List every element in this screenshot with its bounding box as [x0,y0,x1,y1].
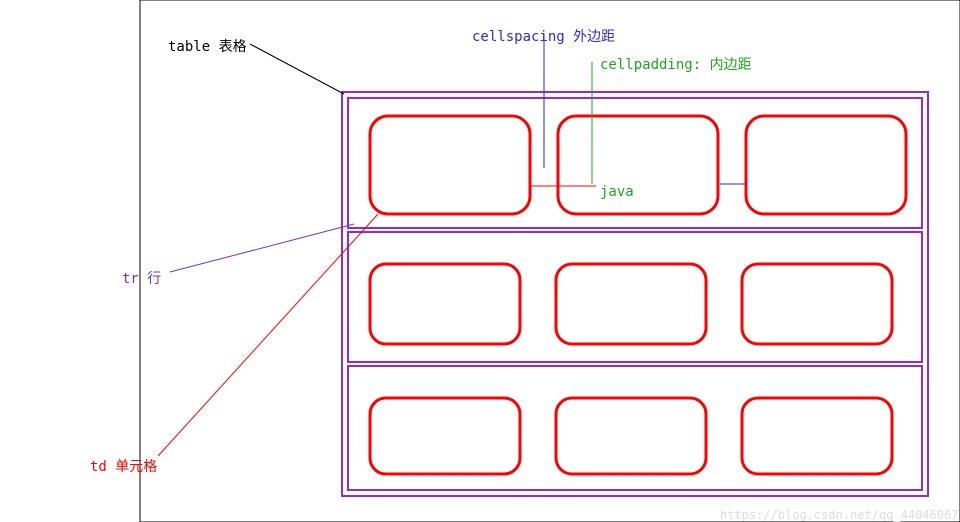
label-tr: tr 行 [122,268,161,288]
td-cell [370,116,530,214]
td-cell [558,116,718,214]
label-table: table 表格 [168,36,247,56]
diagram-svg [0,0,960,522]
tr-line [170,224,354,272]
td-cell [742,398,892,474]
td-cell [556,264,706,344]
table-line [250,44,344,94]
label-td: td 单元格 [90,456,157,476]
td-cell [370,398,520,474]
watermark: https://blog.csdn.net/qq_44046067 [720,508,958,522]
td-line [158,214,378,456]
label-java: java [600,184,634,200]
td-cell [556,398,706,474]
td-cell [746,116,906,214]
tr-row [348,366,922,490]
label-cellspacing: cellspacing 外边距 [472,26,615,46]
td-cell [370,264,520,344]
label-cellpadding: cellpadding: 内边距 [600,54,752,74]
td-cell [742,264,892,344]
